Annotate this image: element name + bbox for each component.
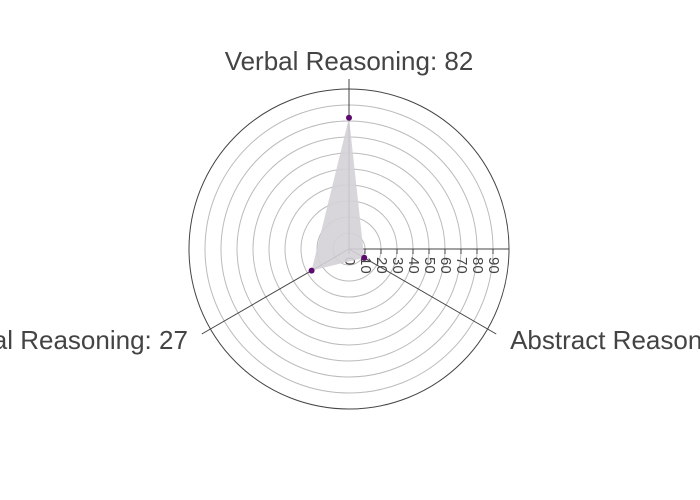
category-label: Abstract Reasoning: 11 bbox=[510, 325, 700, 355]
category-label: Numerical Reasoning: 27 bbox=[0, 325, 188, 355]
spoke bbox=[348, 248, 497, 335]
r-tick-label: 30 bbox=[389, 257, 406, 274]
r-tick-label: 50 bbox=[421, 257, 438, 274]
r-tick-label: 10 bbox=[357, 257, 374, 274]
category-label: Verbal Reasoning: 82 bbox=[225, 46, 474, 76]
radar-area bbox=[311, 117, 365, 271]
r-tick-label: 20 bbox=[373, 257, 390, 274]
radar-point bbox=[361, 254, 368, 261]
radar-point bbox=[308, 267, 315, 274]
r-tick-label: 70 bbox=[453, 257, 470, 274]
r-tick-label: 40 bbox=[405, 257, 422, 274]
r-tick-label: 90 bbox=[485, 257, 502, 274]
radar-point bbox=[346, 114, 352, 121]
r-tick-label: 80 bbox=[469, 257, 486, 274]
r-tick-label: 60 bbox=[437, 257, 454, 274]
